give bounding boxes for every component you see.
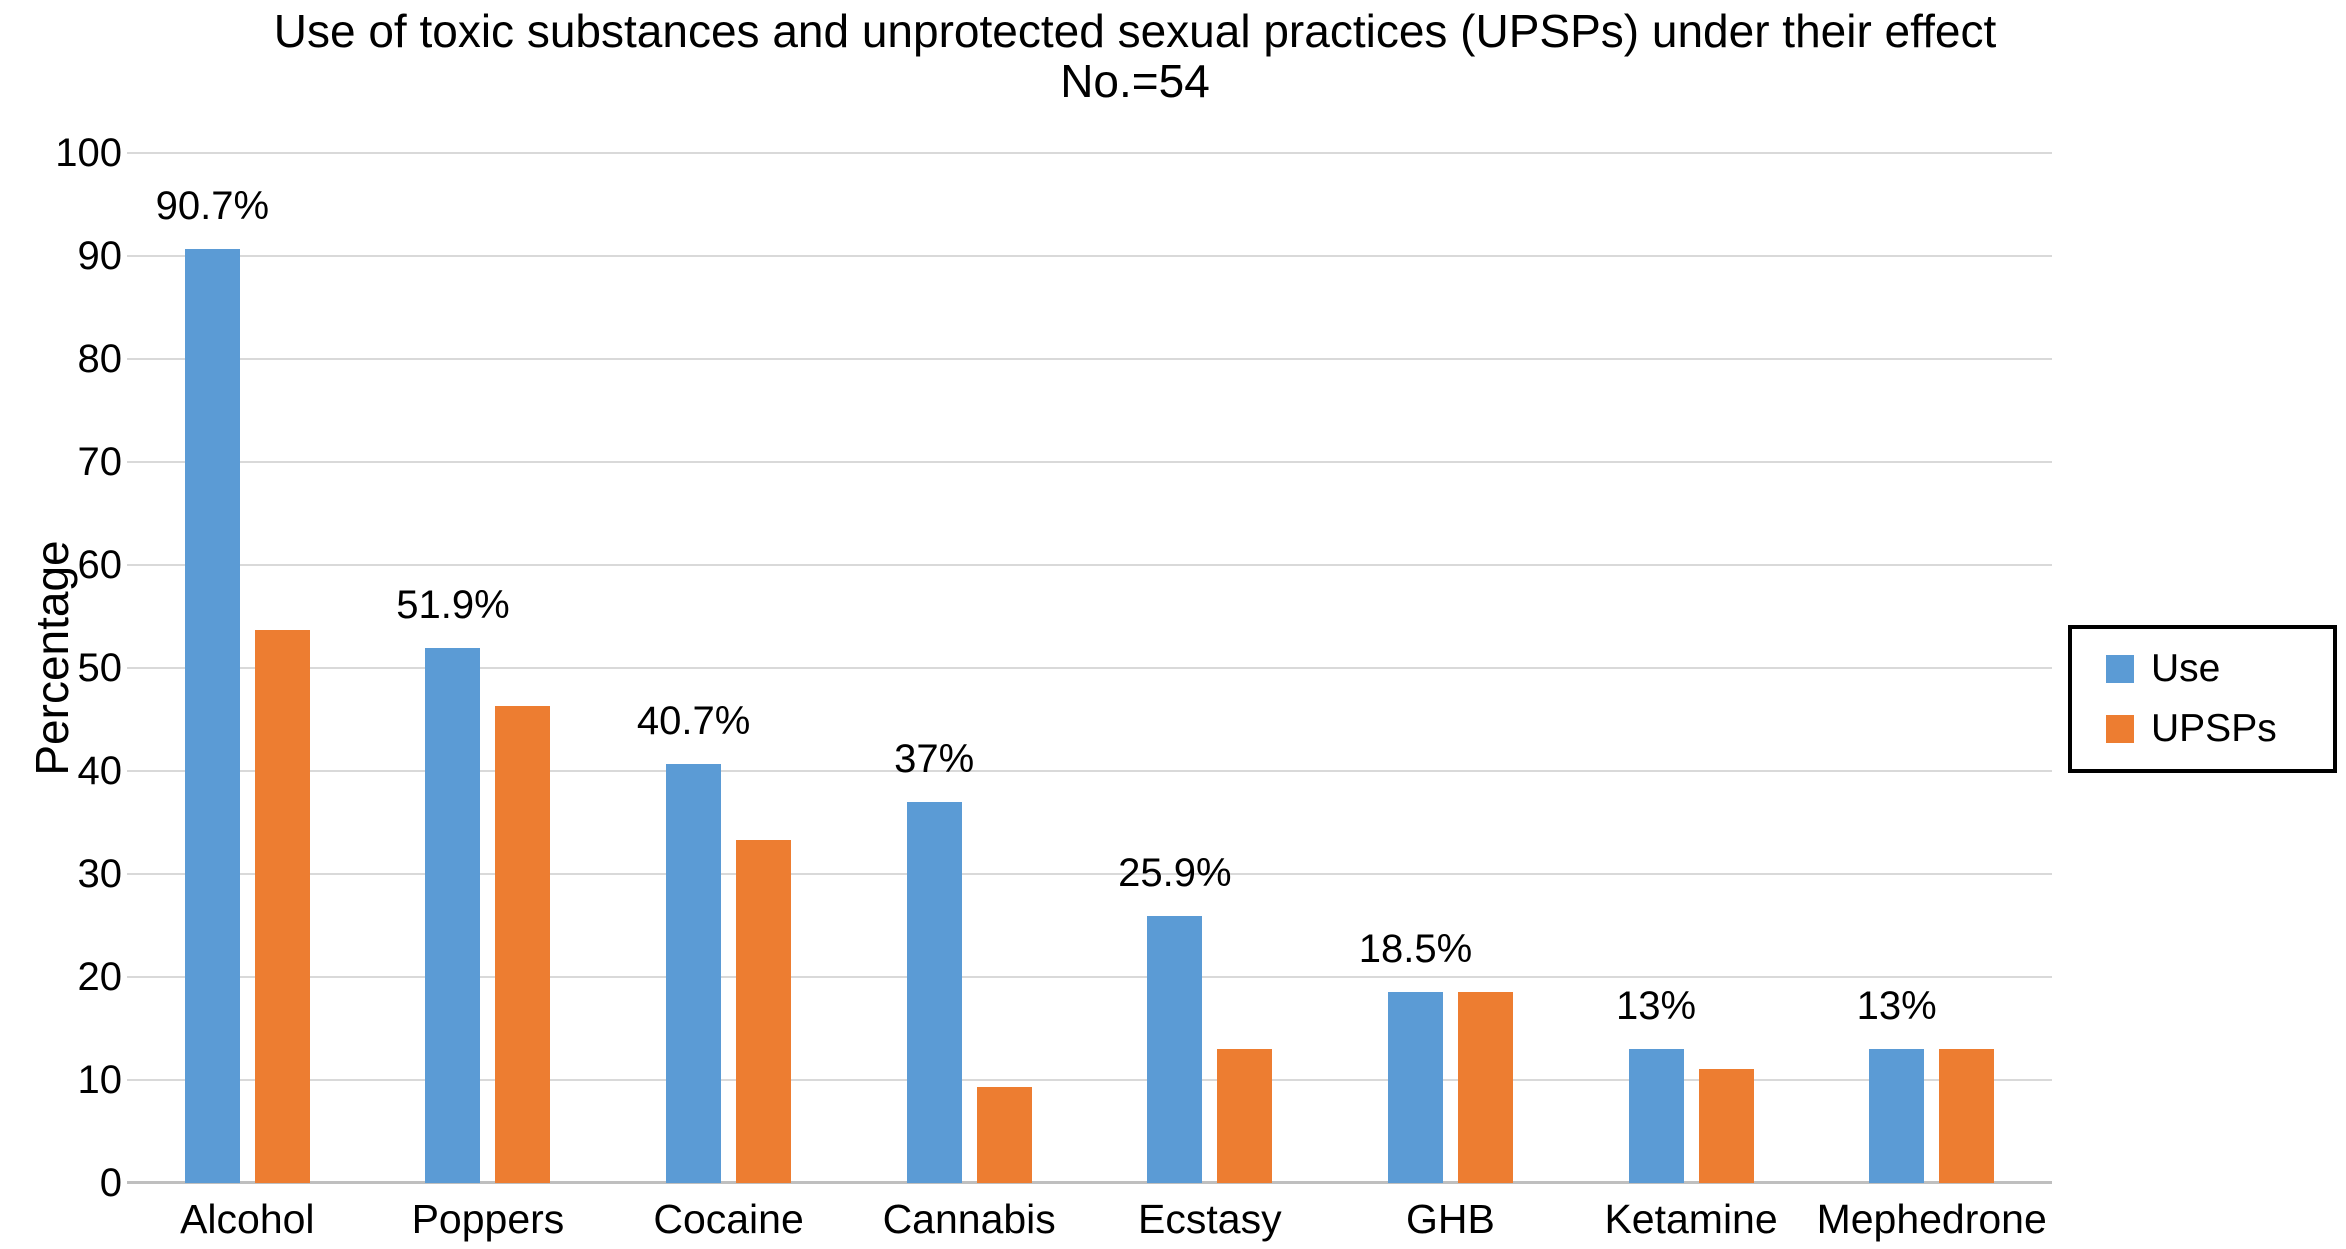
bar-use-cannabis <box>906 801 962 1183</box>
gridline-0 <box>127 1181 2052 1184</box>
bar-use-ecstasy <box>1147 916 1203 1183</box>
value-label-ghb: 18.5% <box>1358 927 1473 972</box>
bar-use-alcohol <box>184 248 240 1183</box>
value-label-poppers: 51.9% <box>396 583 510 628</box>
y-tick-label-50: 50 <box>77 646 123 690</box>
x-axis-label-mephedrone: Mephedrone <box>1816 1196 2047 1242</box>
bar-upsps-cannabis <box>976 1087 1032 1183</box>
y-tick-label-40: 40 <box>77 749 123 793</box>
bar-use-poppers <box>425 648 481 1183</box>
legend-item-upsps: UPSPs <box>2106 708 2333 750</box>
plot-area: 90.7% Alcohol 51.9% Poppers 40.7% Cocaine 37% C… <box>127 152 2052 1241</box>
y-tick-label-0: 0 <box>99 1161 122 1205</box>
x-axis-label-ghb: GHB <box>1406 1196 1495 1242</box>
gridline-60 <box>127 564 2052 566</box>
upsps-series-swatch <box>2106 715 2134 744</box>
value-label-alcohol: 90.7% <box>155 183 270 228</box>
x-axis-label-poppers: Poppers <box>411 1196 565 1242</box>
value-label-ecstasy: 25.9% <box>1118 851 1232 896</box>
y-tick-label-90: 90 <box>77 234 123 278</box>
gridline-80 <box>127 358 2052 360</box>
y-tick-label-30: 30 <box>77 852 123 896</box>
value-label-cannabis: 37% <box>894 736 975 781</box>
x-axis-label-alcohol: Alcohol <box>180 1196 315 1242</box>
bar-use-ketamine <box>1628 1049 1684 1183</box>
gridline-30 <box>127 873 2052 875</box>
use-series-swatch <box>2106 654 2134 683</box>
legend-label-use: Use <box>2151 646 2221 690</box>
y-tick-label-60: 60 <box>77 543 123 587</box>
legend: Use UPSPs <box>2068 625 2337 773</box>
x-axis-label-ketamine: Ketamine <box>1604 1196 1778 1242</box>
x-axis-label-cannabis: Cannabis <box>882 1196 1056 1242</box>
bar-use-mephedrone <box>1869 1049 1925 1183</box>
bar-upsps-ketamine <box>1698 1068 1754 1183</box>
bar-use-cocaine <box>666 763 722 1183</box>
gridline-50 <box>127 667 2052 669</box>
y-tick-label-100: 100 <box>55 131 122 175</box>
y-tick-label-20: 20 <box>77 955 123 999</box>
value-label-ketamine: 13% <box>1616 984 1697 1029</box>
y-tick-label-10: 10 <box>77 1058 123 1102</box>
gridline-10 <box>127 1079 2052 1081</box>
bar-upsps-ghb <box>1457 992 1513 1183</box>
y-tick-label-70: 70 <box>77 440 123 484</box>
bar-upsps-alcohol <box>254 629 310 1183</box>
bar-upsps-poppers <box>495 706 551 1183</box>
chart-title-line1: Use of toxic substances and unprotected … <box>273 5 1997 57</box>
bar-upsps-mephedrone <box>1939 1049 1995 1183</box>
value-label-cocaine: 40.7% <box>636 698 751 743</box>
gridline-70 <box>127 461 2052 463</box>
bar-upsps-ecstasy <box>1217 1049 1273 1183</box>
x-axis-label-ecstasy: Ecstasy <box>1138 1196 1282 1242</box>
gridline-100 <box>127 152 2052 154</box>
chart-title-line2: No.=54 <box>1060 55 1210 107</box>
bar-upsps-cocaine <box>736 840 792 1183</box>
y-tick-label-80: 80 <box>77 337 123 381</box>
gridline-90 <box>127 255 2052 257</box>
gridline-40 <box>127 770 2052 772</box>
gridline-20 <box>127 976 2052 978</box>
bar-use-ghb <box>1387 992 1443 1183</box>
legend-label-upsps: UPSPs <box>2151 707 2277 751</box>
x-axis-label-cocaine: Cocaine <box>653 1196 804 1242</box>
value-label-mephedrone: 13% <box>1856 984 1937 1029</box>
legend-item-use: Use <box>2106 646 2333 690</box>
chart-title: Use of toxic substances and unprotected … <box>0 6 2270 106</box>
